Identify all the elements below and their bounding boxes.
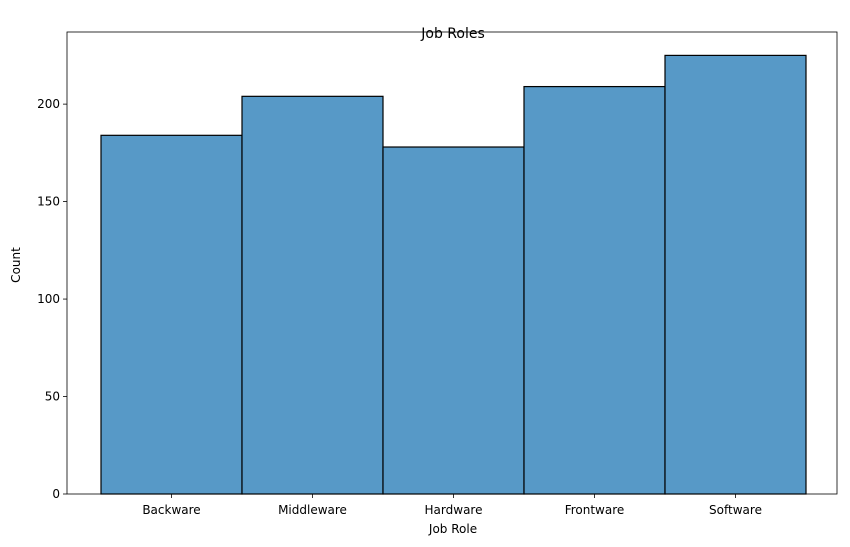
y-axis: 0 50 100 150 200 [37, 97, 67, 501]
plot-area [100, 54, 807, 495]
y-tick-label: 150 [37, 195, 60, 209]
x-axis-label: Job Role [428, 522, 477, 536]
bar-frontware [523, 85, 666, 495]
bar-backware [100, 134, 243, 495]
x-tick-label: Middleware [278, 503, 347, 517]
y-axis-label: Count [9, 247, 23, 283]
bar-hardware [382, 146, 525, 495]
bar-software [664, 54, 807, 495]
x-tick-label: Software [709, 503, 762, 517]
chart-title: Job Roles [420, 26, 485, 42]
y-tick-label: 200 [37, 97, 60, 111]
y-tick-label: 100 [37, 292, 60, 306]
x-tick-label: Frontware [565, 503, 625, 517]
y-tick-label: 50 [45, 390, 60, 404]
x-tick-label: Hardware [425, 503, 483, 517]
bar-middleware [241, 95, 384, 495]
y-tick-label: 0 [52, 487, 60, 501]
x-tick-label: Backware [142, 503, 200, 517]
plot-frame [66, 31, 838, 495]
x-axis: Backware Middleware Hardware Frontware Softw… [142, 494, 762, 517]
